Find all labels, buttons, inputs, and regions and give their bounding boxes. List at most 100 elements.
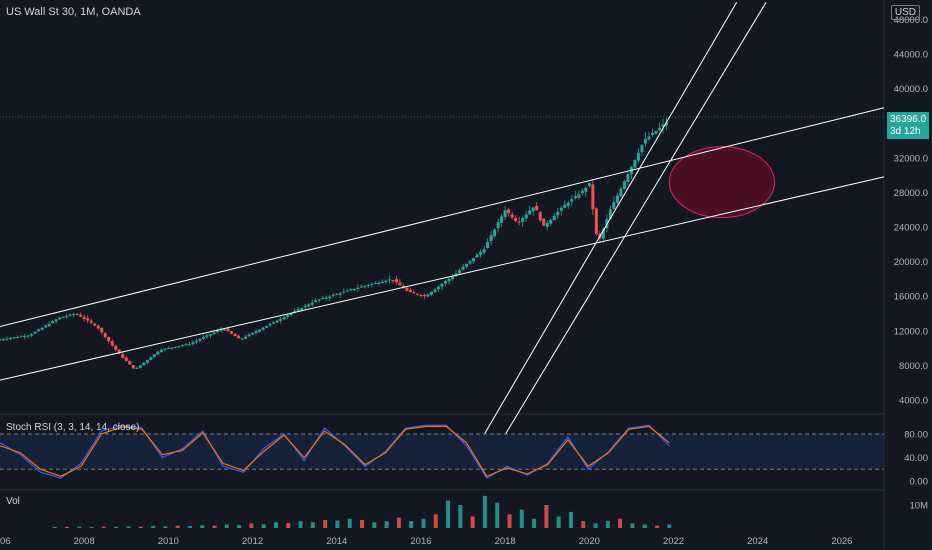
candle-body <box>426 294 430 297</box>
volume-bar <box>421 518 426 528</box>
candle-body <box>465 263 469 267</box>
candle-body <box>587 183 591 187</box>
candle-body <box>5 338 9 340</box>
candle-body <box>451 276 455 280</box>
volume-bar <box>224 524 229 528</box>
volume-bar <box>519 509 524 528</box>
candle-body <box>514 218 518 222</box>
volume-bar <box>409 521 414 528</box>
candle-body <box>338 293 342 295</box>
candle-body <box>486 241 490 249</box>
volume-bar <box>372 522 377 528</box>
candle-body <box>289 313 293 315</box>
candle-body <box>82 316 86 319</box>
candle-body <box>636 152 640 161</box>
candle-body <box>107 336 111 342</box>
y-tick-label: 8000.0 <box>899 361 928 372</box>
candle-body <box>198 338 202 341</box>
candle-body <box>187 343 191 345</box>
x-tick-label: 2020 <box>579 536 600 547</box>
candle-body <box>173 346 177 348</box>
candle-body <box>342 291 346 293</box>
candle-body <box>149 357 153 361</box>
channel-line-lower-parallel <box>0 176 885 381</box>
volume-bar <box>384 521 389 528</box>
volume-bar <box>618 518 623 528</box>
candle-body <box>184 344 188 346</box>
candle-body <box>163 348 167 350</box>
x-tick-label: 2024 <box>747 536 768 547</box>
y-tick-label: 4000.0 <box>899 396 928 407</box>
candle-body <box>286 315 290 317</box>
candle-body <box>429 291 433 295</box>
candle-body <box>9 337 13 339</box>
candle-body <box>89 320 93 323</box>
candles-group <box>0 117 669 370</box>
volume-bar <box>470 516 475 528</box>
target-ellipse <box>668 146 776 219</box>
candle-body <box>626 174 630 182</box>
candle-body <box>215 330 219 333</box>
candle-body <box>156 351 160 355</box>
candle-body <box>356 287 360 289</box>
candle-body <box>447 278 451 282</box>
y-tick-label: 24000.0 <box>894 223 928 234</box>
volume-bar <box>237 525 242 528</box>
candle-body <box>472 258 476 262</box>
candle-body <box>643 138 647 144</box>
candle-body <box>310 302 314 305</box>
candle-body <box>247 334 251 337</box>
volume-bar <box>114 526 119 528</box>
volume-bar <box>151 526 156 528</box>
candle-body <box>40 327 44 330</box>
candle-body <box>510 214 514 218</box>
candle-body <box>436 286 440 290</box>
candle-body <box>26 335 30 337</box>
candle-body <box>180 345 184 347</box>
candle-body <box>552 216 556 221</box>
currency-button[interactable]: USD <box>890 5 920 20</box>
volume-bar <box>52 526 57 528</box>
candle-body <box>121 354 125 358</box>
candle-body <box>405 287 409 291</box>
candle-body <box>345 290 349 292</box>
candle-body <box>51 321 55 324</box>
candle-body <box>219 329 223 331</box>
volume-bar <box>101 526 106 528</box>
volume-title: Vol <box>6 496 20 507</box>
candle-body <box>33 331 37 334</box>
last-price-label: 36396.0 <box>887 112 929 127</box>
candle-body <box>408 290 412 293</box>
candle-body <box>226 328 230 332</box>
candle-body <box>654 130 658 134</box>
candle-body <box>170 347 174 349</box>
candle-body <box>254 331 258 334</box>
volume-bar <box>286 522 291 528</box>
candle-body <box>331 294 335 296</box>
candle-body <box>314 300 318 302</box>
candle-body <box>545 223 549 228</box>
candle-body <box>500 216 504 223</box>
candle-body <box>205 335 209 337</box>
candle-body <box>479 251 483 255</box>
candle-body <box>661 124 665 127</box>
volume-bar <box>360 519 365 528</box>
candle-body <box>531 207 535 212</box>
candle-body <box>300 308 304 311</box>
candle-body <box>517 221 521 223</box>
candle-body <box>117 349 121 354</box>
candle-body <box>559 207 563 211</box>
volume-bar <box>175 525 180 528</box>
candle-body <box>619 188 623 197</box>
candle-body <box>279 318 283 321</box>
volume-bar <box>446 500 451 528</box>
symbol-title: US Wall St 30, 1M, OANDA <box>6 6 141 18</box>
candle-body <box>261 327 265 330</box>
candle-body <box>240 338 244 340</box>
candle-body <box>433 289 437 293</box>
y-tick-label: 40000.0 <box>894 84 928 95</box>
candle-body <box>507 209 511 214</box>
candle-body <box>138 365 142 369</box>
candle-body <box>79 314 83 317</box>
